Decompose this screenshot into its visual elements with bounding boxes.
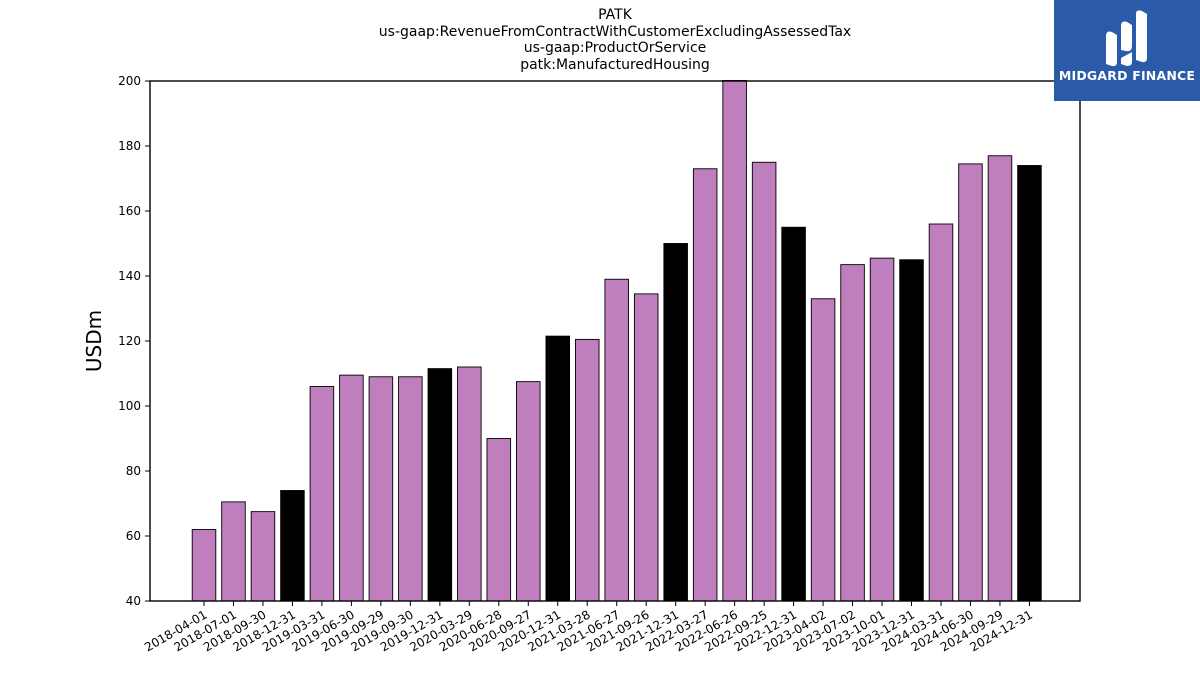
bar-2024-09-29 <box>987 155 1013 602</box>
y-tick-label: 40 <box>126 594 141 608</box>
bar-2024-03-31 <box>928 223 954 602</box>
bar-2019-12-31 <box>427 368 453 602</box>
bar-2020-12-31 <box>545 335 571 602</box>
y-tick-label: 180 <box>118 139 141 153</box>
bar-2018-04-01 <box>191 529 217 602</box>
bar-2019-03-31 <box>309 386 335 602</box>
chart-title-line-3: us-gaap:ProductOrService <box>523 40 707 56</box>
y-axis-label: USDm <box>82 310 106 372</box>
y-tick-label: 80 <box>126 464 141 478</box>
y-tick-label: 160 <box>118 204 141 218</box>
chart-title-line-2: us-gaap:RevenueFromContractWithCustomerE… <box>378 23 852 40</box>
bar-2018-12-31 <box>280 490 305 602</box>
bar-2022-03-27 <box>692 168 718 602</box>
chart-title-line-4: patk:ManufacturedHousing <box>520 56 710 73</box>
bar-2023-12-31 <box>899 259 924 602</box>
y-tick-label: 200 <box>118 74 141 88</box>
logo-text: MIDGARD FINANCE <box>1058 68 1196 83</box>
bar-2020-03-29 <box>457 366 482 602</box>
bar-2021-12-31 <box>663 243 688 602</box>
y-axis: 40 60 80 100 120 140 160 180 200 <box>118 74 150 608</box>
bar-2018-09-30 <box>250 511 276 602</box>
bar-2022-09-25 <box>751 161 777 602</box>
brand-logo: MIDGARD FINANCE <box>1054 0 1200 101</box>
y-tick-label: 100 <box>118 399 141 413</box>
y-tick-label: 60 <box>126 529 141 543</box>
bar-2022-06-26 <box>722 80 747 602</box>
bar-2020-09-27 <box>516 381 541 602</box>
bar-2020-06-28 <box>486 438 512 602</box>
x-axis: 2018-04-012018-07-012018-09-302018-12-31… <box>142 601 1035 654</box>
bar-2021-03-28 <box>574 338 600 602</box>
plot-frame <box>149 80 1081 602</box>
bar-2024-12-31 <box>1017 165 1042 602</box>
bar-2021-09-26 <box>633 293 659 602</box>
y-tick-label: 120 <box>118 334 141 348</box>
bar-2019-09-30 <box>398 376 423 602</box>
bar-2024-06-30 <box>958 163 983 602</box>
bar-2018-07-01 <box>221 501 246 602</box>
bar-2019-09-29 <box>368 376 394 602</box>
bar-2023-10-01 <box>869 257 895 602</box>
bar-2023-07-02 <box>840 264 865 602</box>
bar-2022-12-31 <box>781 226 806 602</box>
bar-2023-04-02 <box>810 298 836 602</box>
bar-group <box>191 80 1042 602</box>
chart-title-line-1: PATK <box>598 7 632 23</box>
midgard-logo-icon <box>1106 10 1147 67</box>
bar-2019-06-30 <box>339 374 364 602</box>
y-tick-label: 140 <box>118 269 141 283</box>
bar-2021-06-27 <box>604 278 629 602</box>
